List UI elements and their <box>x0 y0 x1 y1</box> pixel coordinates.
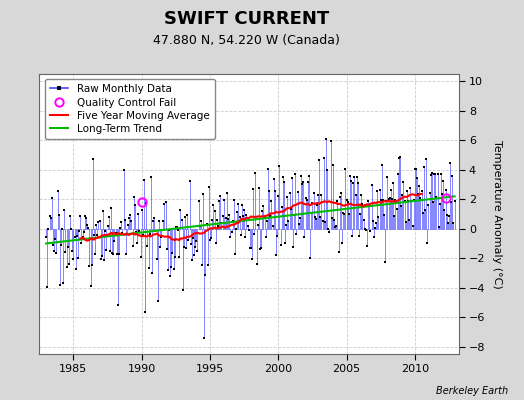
Text: 47.880 N, 54.220 W (Canada): 47.880 N, 54.220 W (Canada) <box>153 34 340 47</box>
Y-axis label: Temperature Anomaly (°C): Temperature Anomaly (°C) <box>492 140 502 288</box>
Text: SWIFT CURRENT: SWIFT CURRENT <box>163 10 329 28</box>
Legend: Raw Monthly Data, Quality Control Fail, Five Year Moving Average, Long-Term Tren: Raw Monthly Data, Quality Control Fail, … <box>45 79 215 139</box>
Text: Berkeley Earth: Berkeley Earth <box>436 386 508 396</box>
